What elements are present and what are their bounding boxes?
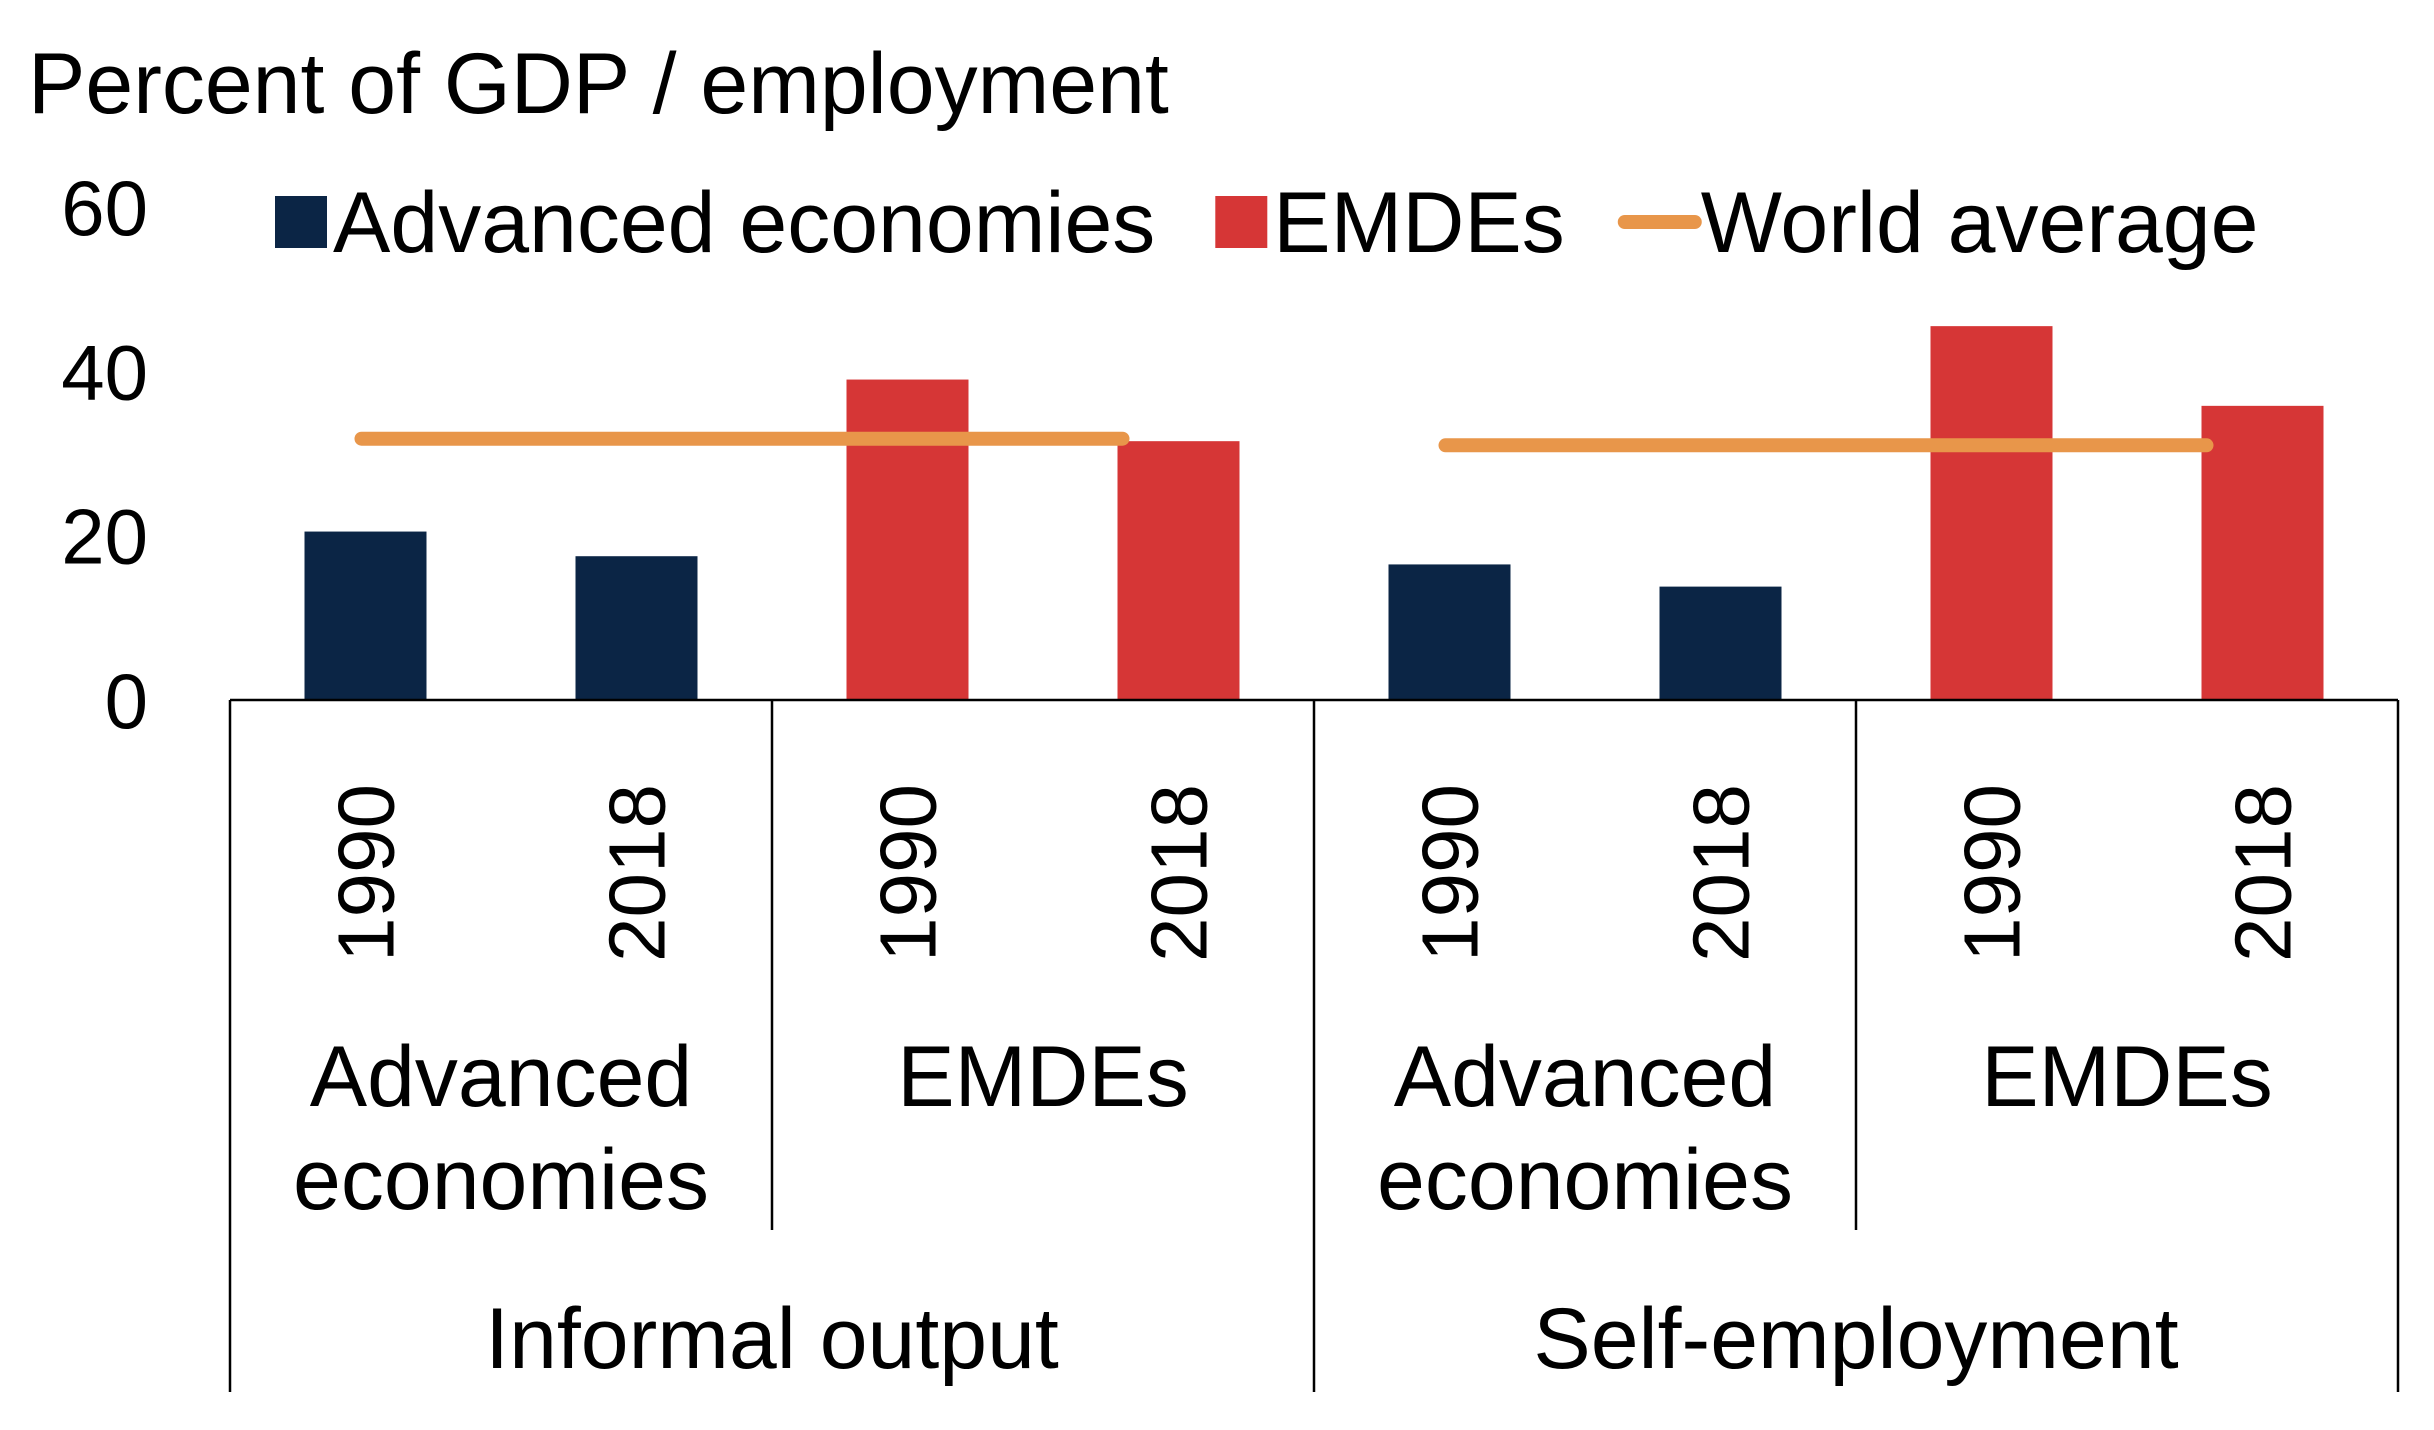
legend: Advanced economies EMDEs World average [275, 175, 2258, 271]
y-tick-label: 0 [105, 657, 148, 745]
year-label: 1990 [1948, 784, 2037, 962]
group-label: Advanced [310, 1029, 693, 1125]
legend-label: Advanced economies [333, 175, 1155, 271]
measure-label: Informal output [485, 1291, 1059, 1387]
group-label: EMDEs [1981, 1029, 2272, 1125]
year-label: 2018 [1135, 784, 1224, 962]
bar-informal-output-2018 [575, 556, 698, 700]
group-label: EMDEs [897, 1029, 1188, 1125]
bar-self-employment-1990 [1388, 564, 1511, 700]
bar-self-employment-1990 [1930, 326, 2053, 700]
year-label: 2018 [1677, 784, 1766, 962]
category-axis [228, 698, 2400, 1392]
legend-label: EMDEs [1273, 175, 1564, 271]
y-axis-ticks: 0 20 40 60 [61, 164, 148, 745]
year-label: 1990 [864, 784, 953, 962]
bar-self-employment-2018 [2201, 405, 2324, 700]
bar-informal-output-2018 [1117, 441, 1240, 700]
bar-self-employment-2018 [1659, 586, 1782, 700]
year-label: 2018 [2219, 784, 2308, 962]
group-label: economies [293, 1132, 709, 1228]
bar-informal-output-1990 [304, 531, 427, 700]
world-average-lines [354, 431, 2214, 453]
y-tick-label: 20 [61, 493, 148, 581]
group-label: Advanced [1394, 1029, 1777, 1125]
category-labels: 1990 2018 1990 2018 1990 2018 1990 2018 Advanced… [293, 784, 2307, 1387]
year-label: 1990 [1406, 784, 1495, 962]
bar-informal-output-1990 [846, 379, 969, 700]
legend-swatch [275, 196, 327, 248]
legend-swatch [1215, 196, 1268, 248]
y-tick-label: 60 [61, 164, 148, 252]
year-label: 2018 [593, 784, 682, 962]
y-tick-label: 40 [61, 328, 148, 416]
bars [304, 326, 2324, 700]
measure-label: Self-employment [1533, 1291, 2178, 1387]
y-axis-title: Percent of GDP / employment [28, 36, 1169, 132]
year-label: 1990 [322, 784, 411, 962]
legend-label: World average [1701, 175, 2259, 271]
group-label: economies [1377, 1132, 1793, 1228]
